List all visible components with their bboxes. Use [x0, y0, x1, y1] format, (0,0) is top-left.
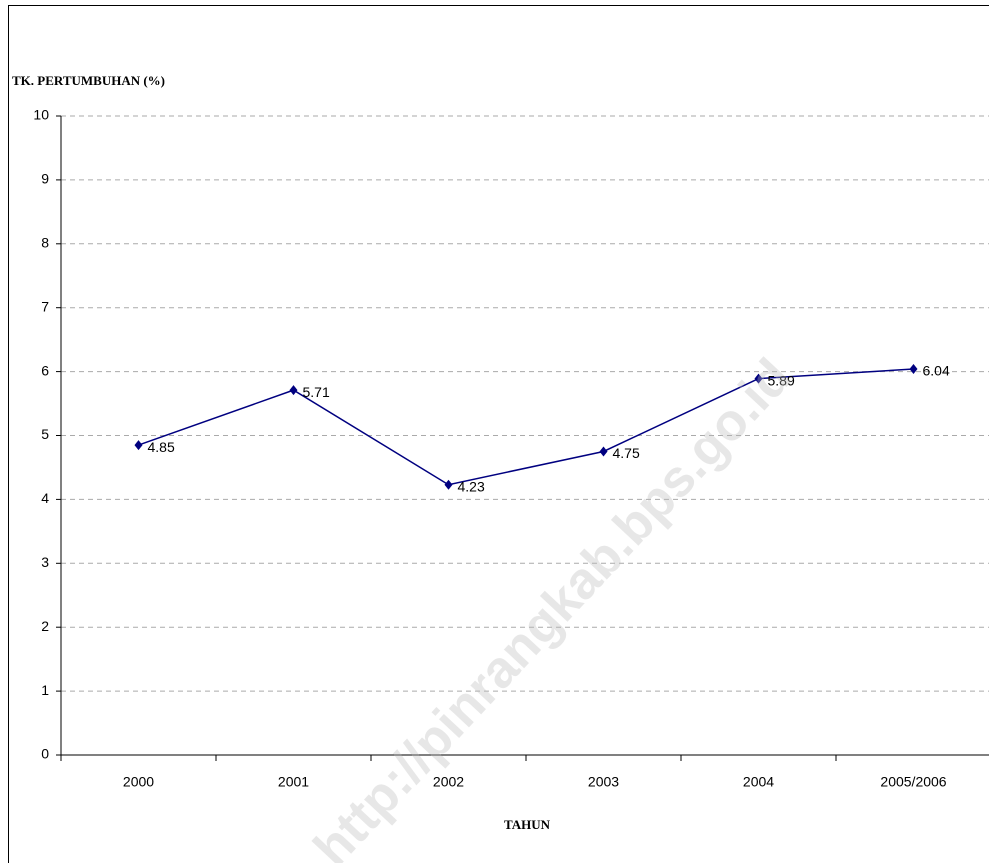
data-label: 5.71 [303, 384, 330, 400]
series-line [138, 368, 914, 486]
data-point [134, 440, 143, 451]
y-tick-label: 5 [41, 426, 49, 442]
y-tick-label: 8 [41, 235, 49, 251]
data-label: 6.04 [923, 363, 950, 379]
data-label: 4.23 [458, 478, 485, 494]
x-tick-label: 2001 [278, 774, 309, 790]
y-tick-label: 1 [41, 682, 49, 698]
x-tick-label: 2005/2006 [880, 774, 946, 790]
data-point [599, 446, 608, 457]
y-tick-label: 6 [41, 362, 49, 378]
y-tick-label: 2 [41, 618, 49, 634]
y-tick-label: 10 [33, 107, 49, 123]
x-tick-label: 2003 [588, 774, 619, 790]
y-tick-label: 7 [41, 298, 49, 314]
x-tick-label: 2002 [433, 774, 464, 790]
data-label: 5.89 [768, 372, 795, 388]
data-label: 4.85 [148, 439, 175, 455]
data-point [909, 364, 918, 375]
x-tick-label: 2000 [123, 774, 154, 790]
data-point [289, 385, 298, 396]
y-tick-label: 0 [41, 746, 49, 762]
y-axis-label: TK. PERTUMBUHAN (%) [12, 73, 165, 88]
y-tick-label: 4 [41, 490, 49, 506]
chart-frame [8, 5, 989, 863]
y-tick-label: 3 [41, 554, 49, 570]
y-tick-label: 9 [41, 171, 49, 187]
x-axis-label: TAHUN [504, 817, 551, 832]
data-point [444, 479, 453, 490]
data-point [754, 373, 763, 384]
watermark: http://pinrangkab.bps.go.id [303, 348, 802, 863]
data-label: 4.75 [613, 445, 640, 461]
x-tick-label: 2004 [743, 774, 774, 790]
